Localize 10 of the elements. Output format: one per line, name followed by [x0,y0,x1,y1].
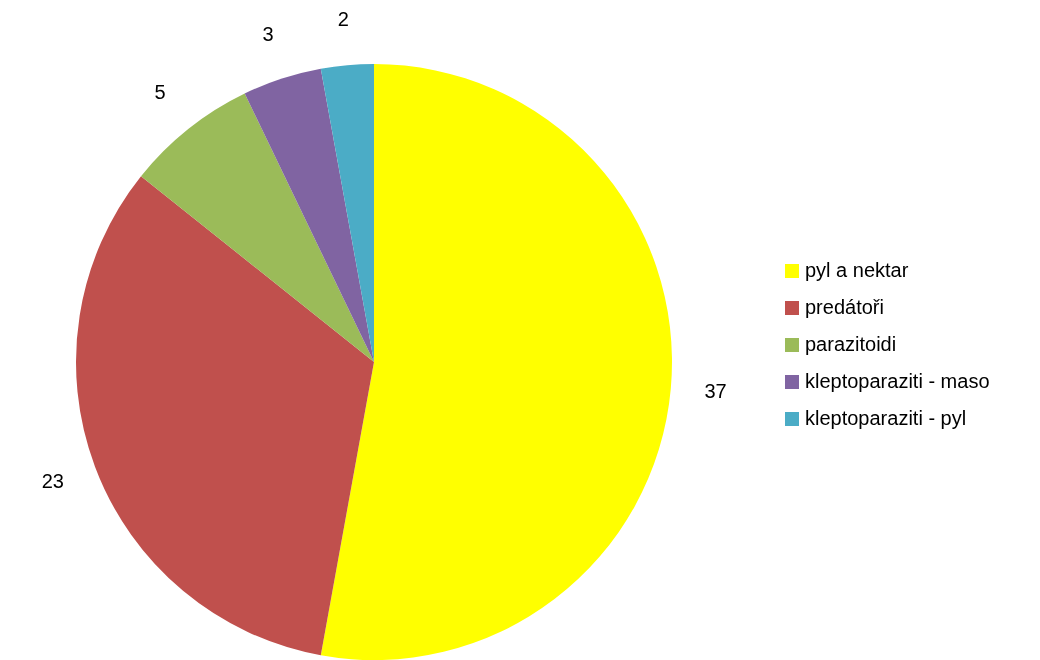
legend-label: pyl a nektar [805,259,909,282]
data-label: 2 [337,7,349,30]
data-label: 5 [154,81,166,104]
data-label: 23 [41,470,64,493]
data-label: 37 [704,380,727,403]
legend-label: parazitoidi [805,333,897,356]
legend-label: kleptoparaziti - maso [805,370,990,393]
legend-label: predátoři [805,296,884,319]
data-label: 3 [262,23,274,46]
legend-label: kleptoparaziti - pyl [805,407,967,430]
